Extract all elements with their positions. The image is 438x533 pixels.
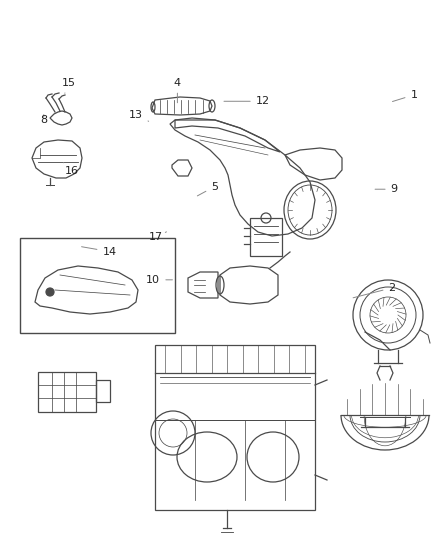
Bar (20, 238, 175, 333)
Text: 10: 10 (146, 275, 173, 285)
Text: 5: 5 (198, 182, 218, 196)
Bar (38, 372, 96, 412)
Bar (155, 345, 315, 510)
Text: 4: 4 (174, 78, 181, 103)
Text: 12: 12 (224, 96, 270, 106)
Text: 15: 15 (62, 78, 76, 93)
Text: 14: 14 (81, 247, 117, 256)
Text: 8: 8 (40, 115, 47, 125)
Bar (96, 380, 110, 402)
Text: 17: 17 (148, 232, 166, 242)
Bar (250, 218, 282, 256)
Text: 16: 16 (64, 163, 79, 175)
Text: 1: 1 (392, 90, 417, 101)
Text: 9: 9 (375, 184, 398, 194)
Text: 2: 2 (353, 283, 396, 298)
Text: 13: 13 (129, 110, 148, 122)
Circle shape (46, 288, 54, 296)
